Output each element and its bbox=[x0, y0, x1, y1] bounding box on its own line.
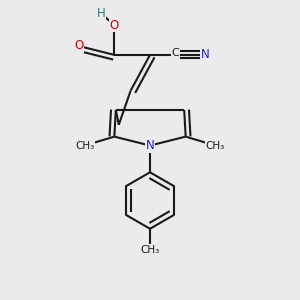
Text: C: C bbox=[171, 48, 179, 58]
Text: O: O bbox=[110, 19, 119, 32]
Text: N: N bbox=[146, 139, 154, 152]
Text: CH₃: CH₃ bbox=[140, 244, 160, 255]
Text: H: H bbox=[97, 7, 105, 20]
Text: N: N bbox=[201, 48, 209, 62]
Text: O: O bbox=[74, 40, 83, 52]
Text: CH₃: CH₃ bbox=[75, 140, 94, 151]
Text: CH₃: CH₃ bbox=[206, 140, 225, 151]
